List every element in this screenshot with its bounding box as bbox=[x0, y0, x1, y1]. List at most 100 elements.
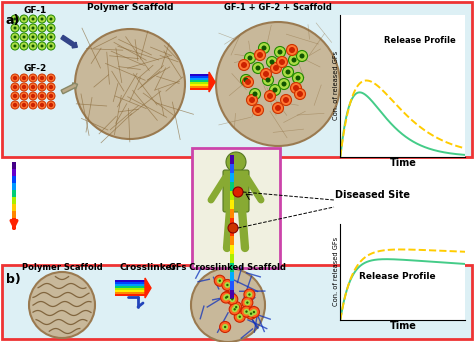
Circle shape bbox=[223, 294, 229, 301]
Bar bbox=[115, 290, 145, 292]
Circle shape bbox=[22, 103, 26, 107]
Circle shape bbox=[38, 74, 46, 82]
Circle shape bbox=[283, 97, 289, 103]
Circle shape bbox=[38, 101, 46, 109]
Circle shape bbox=[40, 76, 44, 80]
Circle shape bbox=[49, 44, 53, 48]
Circle shape bbox=[292, 57, 297, 63]
Circle shape bbox=[49, 17, 53, 21]
Circle shape bbox=[289, 47, 295, 53]
Polygon shape bbox=[145, 278, 151, 298]
Polygon shape bbox=[209, 72, 215, 92]
Circle shape bbox=[11, 33, 19, 41]
Circle shape bbox=[40, 85, 44, 89]
Circle shape bbox=[13, 85, 17, 89]
Circle shape bbox=[232, 306, 237, 312]
Text: b): b) bbox=[6, 273, 21, 286]
Circle shape bbox=[246, 301, 248, 304]
Text: Release Profile: Release Profile bbox=[359, 272, 436, 281]
Circle shape bbox=[263, 71, 269, 77]
Circle shape bbox=[251, 309, 257, 315]
Circle shape bbox=[225, 297, 227, 299]
Circle shape bbox=[38, 83, 46, 91]
Circle shape bbox=[20, 24, 28, 32]
Circle shape bbox=[229, 304, 240, 315]
Circle shape bbox=[263, 75, 273, 86]
Circle shape bbox=[47, 83, 55, 91]
Y-axis label: Con. of released GFs: Con. of released GFs bbox=[333, 237, 339, 306]
X-axis label: Time: Time bbox=[390, 321, 416, 331]
Text: GF-1: GF-1 bbox=[23, 6, 46, 15]
Circle shape bbox=[234, 308, 236, 311]
Bar bbox=[115, 280, 145, 282]
Circle shape bbox=[300, 53, 304, 58]
Bar bbox=[115, 288, 145, 290]
Circle shape bbox=[273, 65, 279, 71]
Circle shape bbox=[279, 59, 285, 65]
Bar bbox=[190, 84, 209, 86]
Circle shape bbox=[231, 298, 234, 300]
Circle shape bbox=[11, 24, 19, 32]
Circle shape bbox=[248, 293, 251, 296]
Circle shape bbox=[40, 103, 44, 107]
Circle shape bbox=[245, 300, 250, 306]
Circle shape bbox=[20, 15, 28, 23]
Bar bbox=[12, 197, 16, 204]
Circle shape bbox=[264, 91, 275, 102]
Circle shape bbox=[227, 294, 238, 305]
Circle shape bbox=[255, 50, 265, 61]
Bar bbox=[190, 80, 209, 82]
Circle shape bbox=[248, 311, 254, 317]
FancyBboxPatch shape bbox=[223, 170, 249, 212]
Circle shape bbox=[38, 24, 46, 32]
Circle shape bbox=[275, 105, 281, 111]
Circle shape bbox=[47, 92, 55, 100]
Text: Polymer Scaffold: Polymer Scaffold bbox=[87, 3, 173, 12]
Circle shape bbox=[281, 94, 292, 105]
Circle shape bbox=[29, 33, 37, 41]
Circle shape bbox=[226, 152, 246, 172]
Circle shape bbox=[220, 292, 232, 303]
Circle shape bbox=[31, 76, 35, 80]
Circle shape bbox=[29, 15, 37, 23]
Circle shape bbox=[47, 15, 55, 23]
Bar bbox=[12, 176, 16, 183]
Circle shape bbox=[267, 93, 273, 99]
Bar bbox=[190, 82, 209, 84]
Text: GF-1 + GF-2 + Scaffold: GF-1 + GF-2 + Scaffold bbox=[224, 3, 332, 12]
Circle shape bbox=[47, 74, 55, 82]
Circle shape bbox=[255, 107, 261, 113]
Circle shape bbox=[47, 101, 55, 109]
Circle shape bbox=[222, 279, 233, 290]
Circle shape bbox=[238, 60, 249, 70]
Circle shape bbox=[233, 304, 239, 310]
Circle shape bbox=[29, 92, 37, 100]
Circle shape bbox=[31, 26, 35, 29]
Circle shape bbox=[22, 44, 26, 48]
Circle shape bbox=[271, 63, 282, 74]
Circle shape bbox=[249, 89, 261, 100]
Circle shape bbox=[29, 74, 37, 82]
Circle shape bbox=[270, 84, 281, 95]
Bar bbox=[12, 204, 16, 211]
Circle shape bbox=[40, 26, 44, 29]
Circle shape bbox=[234, 311, 245, 322]
Circle shape bbox=[13, 103, 17, 107]
Circle shape bbox=[31, 85, 35, 89]
Circle shape bbox=[13, 44, 17, 48]
Circle shape bbox=[257, 52, 263, 58]
Circle shape bbox=[13, 36, 17, 39]
Circle shape bbox=[297, 51, 308, 62]
Circle shape bbox=[47, 24, 55, 32]
Circle shape bbox=[31, 36, 35, 39]
Circle shape bbox=[29, 24, 37, 32]
Circle shape bbox=[219, 279, 221, 282]
Circle shape bbox=[253, 105, 264, 116]
Text: GFs Crosslinked Scaffold: GFs Crosslinked Scaffold bbox=[170, 263, 286, 272]
Circle shape bbox=[22, 94, 26, 98]
Circle shape bbox=[13, 94, 17, 98]
Circle shape bbox=[255, 66, 261, 70]
Circle shape bbox=[279, 79, 290, 90]
Circle shape bbox=[22, 17, 26, 21]
Circle shape bbox=[20, 74, 28, 82]
